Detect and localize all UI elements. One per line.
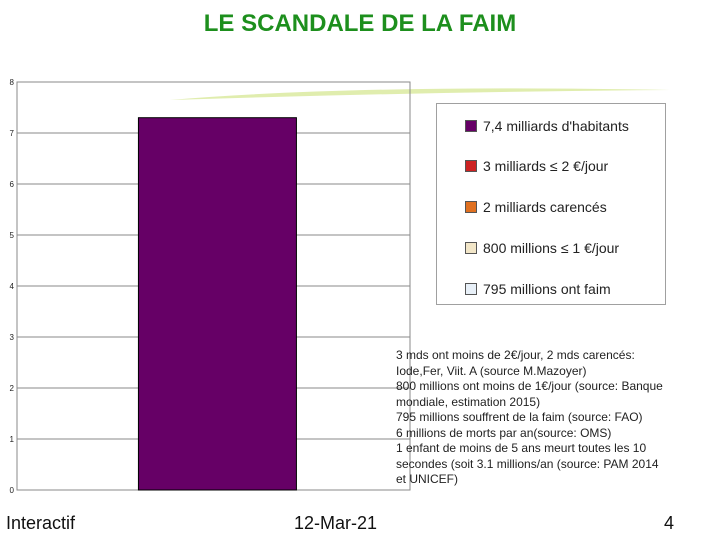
- y-tick-label: 8: [10, 78, 15, 87]
- y-tick-label: 0: [10, 486, 15, 495]
- legend-swatch: [465, 120, 477, 132]
- decorative-swoosh: [170, 88, 670, 100]
- slide-title: LE SCANDALE DE LA FAIM: [203, 10, 517, 37]
- legend-item: 2 milliards carencés: [465, 199, 607, 215]
- legend-label: 2 milliards carencés: [483, 199, 607, 215]
- y-tick-label: 1: [10, 435, 15, 444]
- bar: [137, 117, 297, 491]
- legend-item: 795 millions ont faim: [465, 281, 611, 297]
- chart-legend: 7,4 milliards d'habitants 3 milliards ≤ …: [436, 103, 666, 305]
- y-tick-label: 4: [10, 282, 15, 291]
- y-tick-label: 3: [10, 333, 15, 342]
- legend-swatch: [465, 242, 477, 254]
- footer-label: Interactif: [6, 513, 76, 533]
- y-tick-label: 5: [10, 231, 15, 240]
- legend-item: 800 millions ≤ 1 €/jour: [465, 240, 619, 256]
- legend-label: 3 milliards ≤ 2 €/jour: [483, 158, 609, 174]
- sources-note: 3 mds ont moins de 2€/jour, 2 mds carenc…: [396, 348, 663, 486]
- legend-swatch: [465, 201, 477, 213]
- legend-swatch: [465, 283, 477, 295]
- legend-item: 7,4 milliards d'habitants: [465, 118, 629, 134]
- legend-label: 795 millions ont faim: [483, 281, 611, 297]
- footer-date: 12-Mar-21: [294, 513, 378, 533]
- legend-label: 7,4 milliards d'habitants: [483, 118, 629, 134]
- legend-swatch: [465, 160, 477, 172]
- legend-label: 800 millions ≤ 1 €/jour: [483, 240, 620, 256]
- y-tick-label: 2: [10, 384, 15, 393]
- legend-item: 3 milliards ≤ 2 €/jour: [465, 158, 608, 174]
- page-number: 4: [664, 513, 675, 533]
- y-tick-label: 6: [10, 180, 15, 189]
- y-tick-label: 7: [10, 129, 15, 138]
